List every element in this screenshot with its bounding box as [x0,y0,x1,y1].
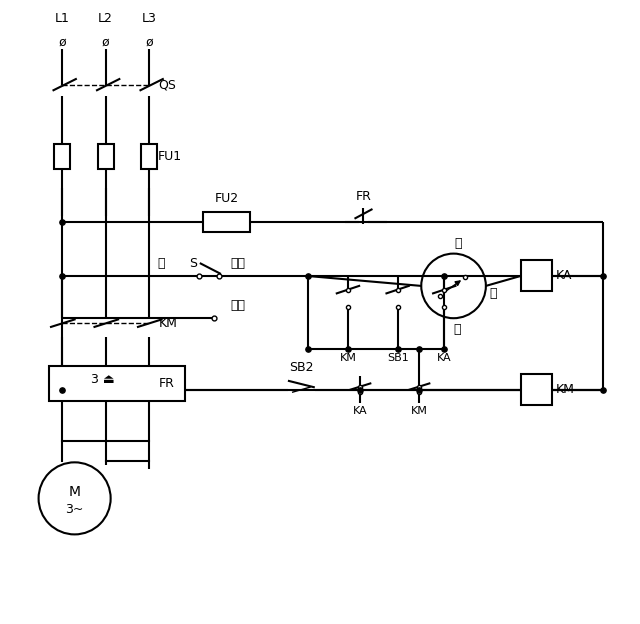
Text: FR: FR [159,377,175,390]
Text: 中: 中 [158,256,165,270]
Text: FR: FR [356,190,371,203]
Bar [521,374,552,405]
Bar [54,144,70,169]
Text: M: M [68,485,81,499]
Text: KM: KM [411,406,428,416]
Text: ø: ø [145,36,153,48]
Text: 手动: 手动 [230,299,245,312]
Text: QS: QS [158,79,176,92]
Text: 3 ⏏: 3 ⏏ [91,373,115,386]
Text: FU1: FU1 [158,150,182,163]
Text: 高: 高 [455,237,462,250]
Text: 自动: 自动 [230,256,245,270]
Text: KM: KM [159,317,177,329]
Text: KA: KA [353,406,368,416]
Text: ø: ø [102,36,109,48]
Bar [204,212,250,232]
Text: L1: L1 [55,12,70,25]
Text: S: S [189,256,196,270]
Bar [141,144,157,169]
Text: 3~: 3~ [65,503,84,516]
Bar [98,144,114,169]
Text: 中: 中 [490,287,497,300]
Text: SB1: SB1 [387,353,408,363]
Text: KA: KA [556,270,572,283]
Text: ø: ø [58,36,66,48]
Text: FU2: FU2 [215,192,239,205]
Text: KA: KA [437,353,452,363]
Bar [49,366,185,401]
Text: L3: L3 [141,12,157,25]
Bar [521,260,552,291]
Text: KM: KM [556,383,575,396]
Text: L2: L2 [99,12,113,25]
Text: SB2: SB2 [289,361,314,374]
Text: KM: KM [339,353,356,363]
Text: 低: 低 [454,323,461,336]
